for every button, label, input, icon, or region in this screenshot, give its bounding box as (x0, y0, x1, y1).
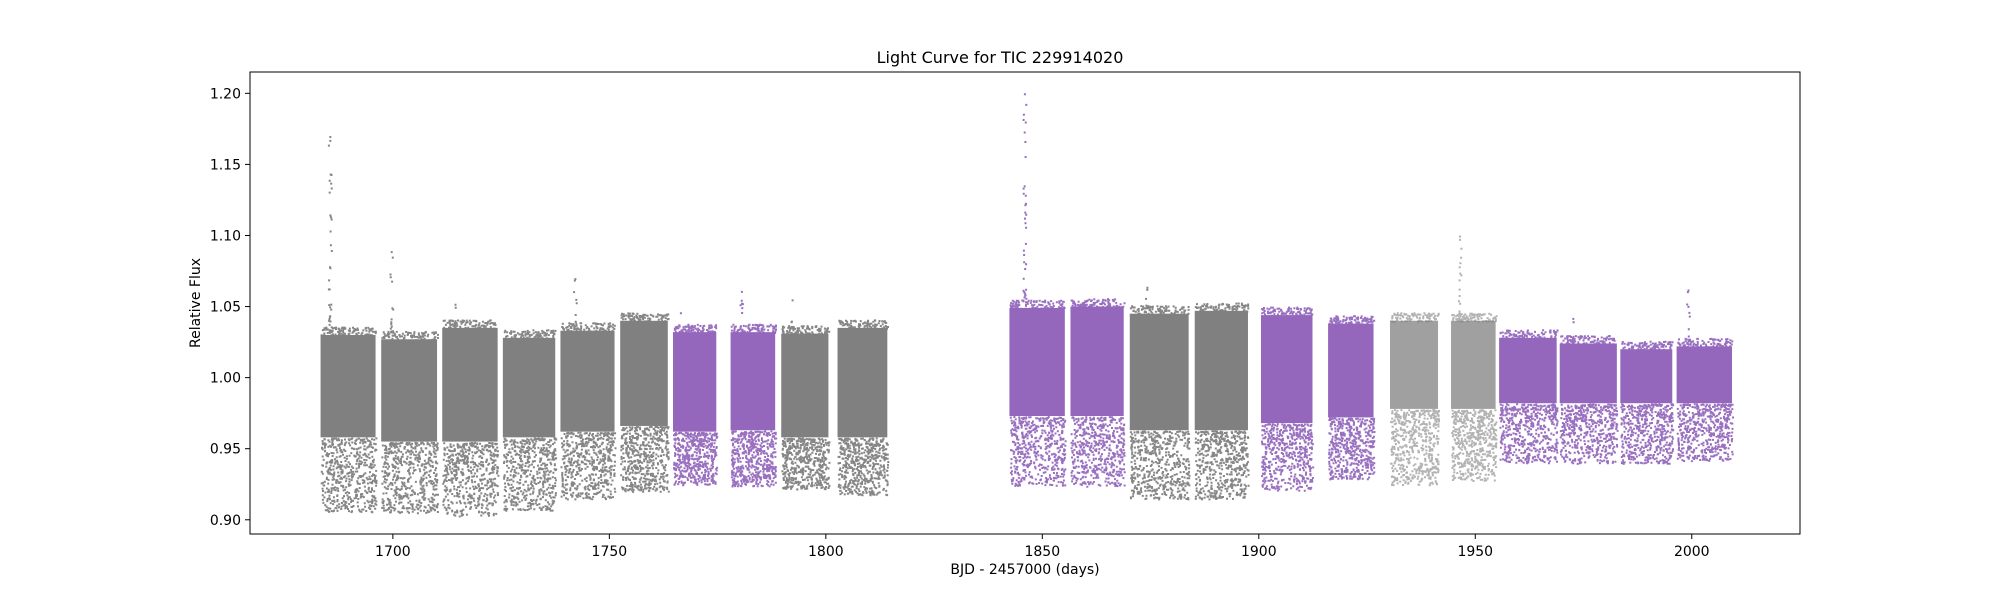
light-curve-segment (1070, 298, 1126, 488)
y-tick-label: 0.95 (210, 442, 241, 458)
y-tick-label: 0.90 (210, 513, 241, 529)
y-axis-ticks: 0.90 0.95 1.00 1.05 1.10 1.15 1.20 (210, 86, 250, 529)
segment-scatter-points (1009, 93, 1067, 487)
segment-scatter-points (381, 251, 439, 515)
segment-core (1499, 337, 1557, 404)
segment-scatter-points (1194, 302, 1250, 501)
x-tick-label: 1850 (1024, 544, 1060, 560)
segment-scatter-points (502, 329, 558, 512)
segment-scatter-points (730, 290, 778, 488)
segment-core (320, 334, 376, 438)
segment-core (1676, 346, 1733, 404)
light-curve-segment (1676, 289, 1734, 463)
x-tick-label: 1750 (592, 544, 628, 560)
segment-scatter-points (673, 312, 719, 487)
segment-scatter-points (1499, 329, 1559, 465)
segment-core (730, 332, 776, 431)
segment-core (837, 327, 888, 438)
segment-scatter-points (837, 319, 890, 497)
x-tick-label: 1900 (1241, 544, 1277, 560)
light-curve-segment (442, 303, 500, 518)
light-curve-segment (730, 290, 778, 488)
segment-core (1328, 323, 1374, 418)
x-axis-label: BJD - 2457000 (days) (950, 562, 1099, 578)
segment-core (620, 320, 668, 426)
light-curve-segment (781, 299, 831, 491)
segment-core (1559, 343, 1617, 404)
segment-core (1129, 313, 1189, 431)
segment-core (781, 333, 829, 438)
segment-core (560, 330, 615, 432)
segment-scatter-points (442, 303, 500, 518)
x-axis-ticks: 1700 1750 1800 1850 1900 1950 2000 (375, 534, 1710, 560)
segment-scatter-points (1129, 286, 1191, 501)
segment-scatter-points (1261, 306, 1315, 492)
segment-scatter-points (1676, 289, 1734, 463)
chart-title: Light Curve for TIC 229914020 (877, 48, 1124, 67)
segment-scatter-points (320, 136, 378, 514)
light-curve-segment (837, 319, 890, 497)
segment-core (1070, 306, 1124, 417)
light-curve-segment (1389, 312, 1440, 487)
x-tick-label: 1950 (1457, 544, 1493, 560)
segment-core (1620, 349, 1673, 404)
light-curve-segment (1620, 340, 1675, 465)
light-curve-segment (1260, 306, 1315, 492)
light-curve-segment (1328, 315, 1376, 481)
segment-scatter-points (560, 278, 617, 501)
y-tick-label: 1.05 (210, 300, 241, 316)
light-curve-segment (1129, 286, 1191, 501)
light-curve-segment (1451, 235, 1498, 482)
x-tick-label: 1800 (808, 544, 844, 560)
x-tick-label: 2000 (1674, 544, 1710, 560)
segment-core (1389, 320, 1439, 409)
y-axis-label: Relative Flux (188, 258, 204, 348)
light-curve-segment (620, 312, 670, 493)
light-curve-segment (381, 251, 439, 515)
segment-core (502, 337, 556, 438)
light-curve-segment (1009, 93, 1067, 487)
light-curve-segment (1559, 317, 1619, 465)
light-curve-segment (320, 136, 378, 514)
light-curve-segment (1499, 329, 1559, 465)
x-tick-label: 1700 (375, 544, 411, 560)
light-curve-segment (560, 278, 617, 501)
plot-area-frame (249, 71, 1801, 535)
y-tick-label: 1.15 (210, 157, 241, 173)
segment-scatter-points (1328, 315, 1376, 481)
y-tick-label: 1.10 (210, 228, 241, 244)
segment-core (1451, 320, 1496, 409)
segment-core (1194, 310, 1248, 431)
light-curve-segment (673, 312, 719, 487)
segment-scatter-points (1070, 298, 1126, 488)
segment-scatter-points (1559, 317, 1619, 465)
segment-core (1009, 307, 1065, 417)
segment-scatter-points (1451, 235, 1498, 482)
light-curve-segment (1194, 302, 1250, 501)
segment-core (673, 332, 717, 432)
segment-core (1260, 315, 1313, 424)
data-points-layer (320, 93, 1734, 518)
y-tick-label: 1.20 (210, 86, 241, 102)
segment-core (442, 327, 498, 442)
y-tick-label: 1.00 (210, 371, 241, 387)
segment-scatter-points (1390, 312, 1440, 487)
segment-scatter-points (1620, 340, 1675, 465)
segment-scatter-points (781, 299, 831, 491)
segment-core (381, 339, 438, 442)
segment-scatter-points (620, 312, 670, 493)
light-curve-segment (502, 329, 558, 512)
